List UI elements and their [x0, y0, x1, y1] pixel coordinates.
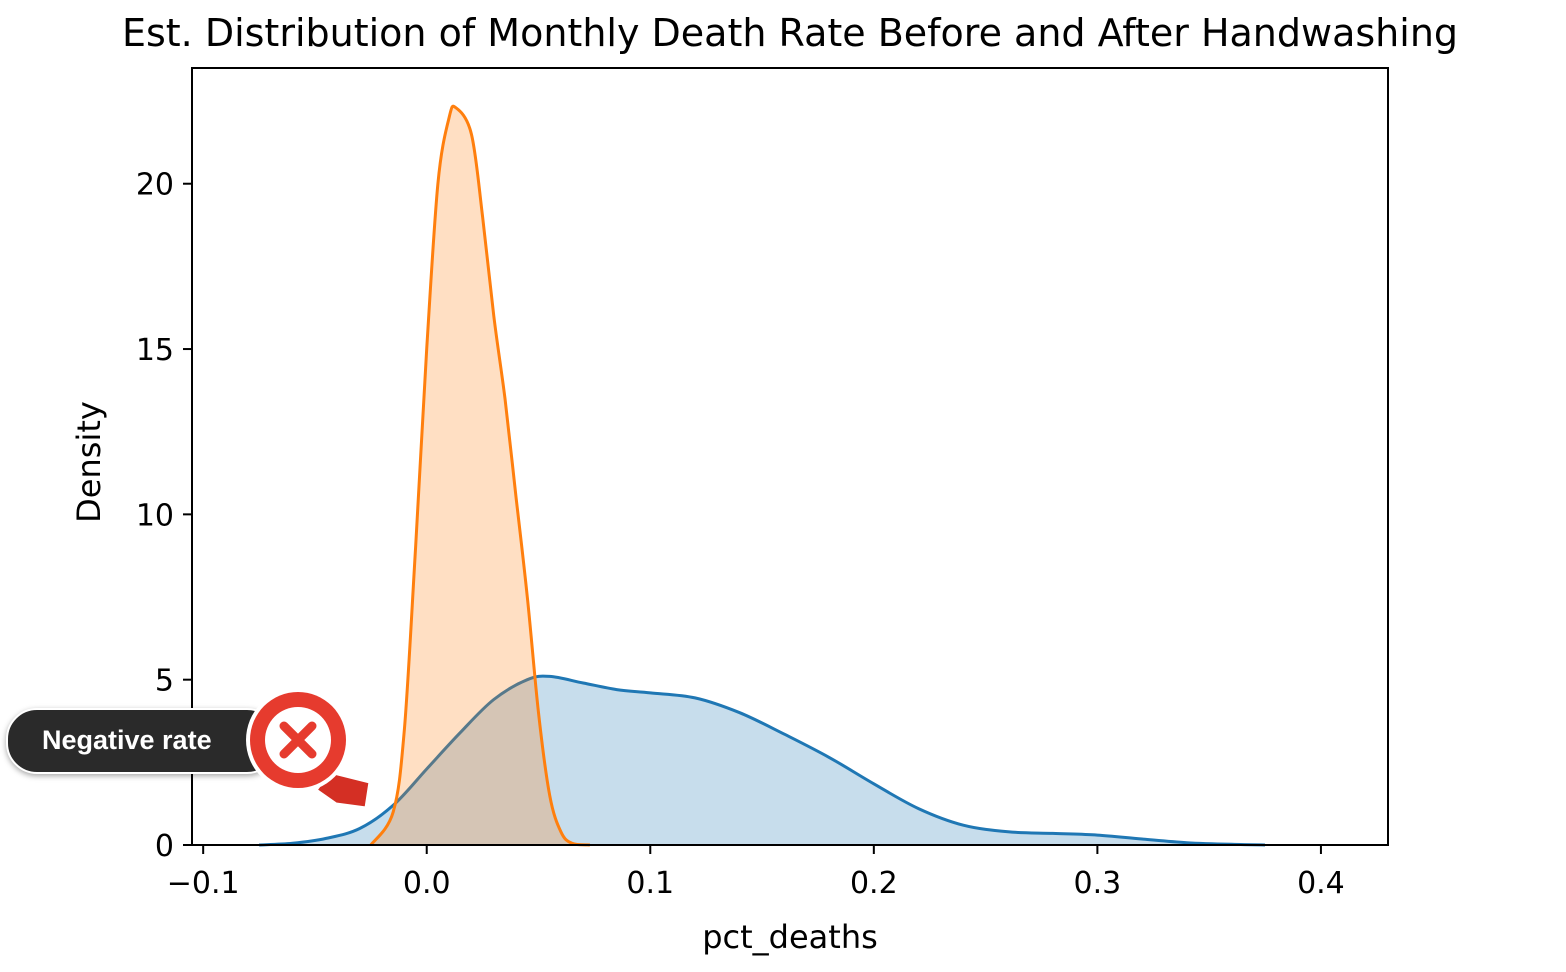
x-tick-label: 0.4	[1297, 866, 1345, 901]
y-axis-label: Density	[70, 401, 108, 523]
chart-title: Est. Distribution of Monthly Death Rate …	[122, 11, 1458, 55]
series-1-line	[369, 104, 591, 847]
y-tick-label: 15	[136, 333, 174, 368]
x-axis-label: pct_deaths	[702, 918, 878, 956]
negative-rate-callout: Negative rate	[6, 686, 378, 816]
callout-label: Negative rate	[42, 725, 212, 755]
x-mark-magnifier-icon	[246, 688, 372, 810]
y-tick-label: 10	[136, 498, 174, 533]
x-tick-label: 0.1	[626, 866, 674, 901]
x-tick-label: 0.3	[1074, 866, 1122, 901]
x-tick-label: 0.0	[403, 866, 451, 901]
callout-pill: Negative rate	[6, 708, 278, 774]
series-0-area	[259, 676, 1266, 845]
series-0-line	[259, 674, 1266, 847]
y-tick-label: 0	[155, 829, 174, 864]
series-1-area	[370, 106, 590, 846]
y-tick-label: 20	[136, 168, 174, 203]
x-tick-label: 0.2	[850, 866, 898, 901]
x-tick-label: −0.1	[167, 866, 240, 901]
plot-frame	[191, 67, 1389, 846]
y-tick-label: 5	[155, 664, 174, 699]
